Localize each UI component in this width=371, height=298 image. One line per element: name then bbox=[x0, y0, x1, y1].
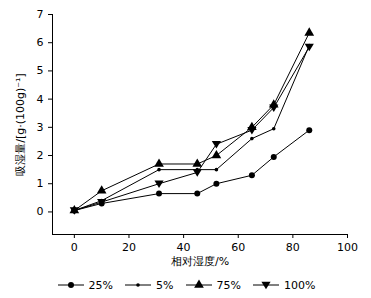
svg-text:20: 20 bbox=[122, 241, 136, 254]
svg-text:0: 0 bbox=[37, 205, 44, 218]
svg-text:60: 60 bbox=[231, 241, 245, 254]
html-text:25%: 25% bbox=[88, 278, 113, 292]
svg-text:5: 5 bbox=[37, 64, 44, 77]
svg-text:1: 1 bbox=[37, 177, 44, 190]
svg-text:相对湿度/%: 相对湿度/% bbox=[171, 255, 229, 268]
svg-text:3: 3 bbox=[37, 121, 44, 134]
html-text:5%: 5% bbox=[156, 278, 174, 292]
svg-text:4: 4 bbox=[37, 93, 44, 106]
svg-text:80: 80 bbox=[286, 241, 300, 254]
svg-text:7: 7 bbox=[37, 8, 44, 21]
html-text:100%: 100% bbox=[284, 278, 316, 292]
svg-text:2: 2 bbox=[37, 149, 44, 162]
svg-text:6: 6 bbox=[37, 36, 44, 49]
svg-text:100: 100 bbox=[337, 241, 358, 254]
html-text:75%: 75% bbox=[216, 278, 241, 292]
svg-text:0: 0 bbox=[71, 241, 78, 254]
svg-text:40: 40 bbox=[177, 241, 191, 254]
svg-text:吸湿量/[g·(100g)⁻¹]: 吸湿量/[g·(100g)⁻¹] bbox=[14, 73, 27, 176]
